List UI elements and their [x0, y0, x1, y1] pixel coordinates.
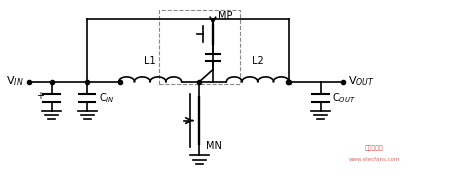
- Text: C$_{OUT}$: C$_{OUT}$: [331, 92, 355, 105]
- Text: L1: L1: [144, 56, 156, 66]
- Text: C$_{IN}$: C$_{IN}$: [98, 92, 114, 105]
- Text: MN: MN: [206, 141, 221, 151]
- Text: MP: MP: [218, 11, 232, 21]
- Text: +: +: [36, 91, 44, 101]
- Text: V$_{OUT}$: V$_{OUT}$: [348, 75, 374, 89]
- Text: 电子发烧友: 电子发烧友: [364, 146, 383, 151]
- Text: L2: L2: [251, 56, 263, 66]
- Text: V$_{IN}$: V$_{IN}$: [6, 75, 23, 89]
- Text: www.elecfans.com: www.elecfans.com: [348, 157, 399, 162]
